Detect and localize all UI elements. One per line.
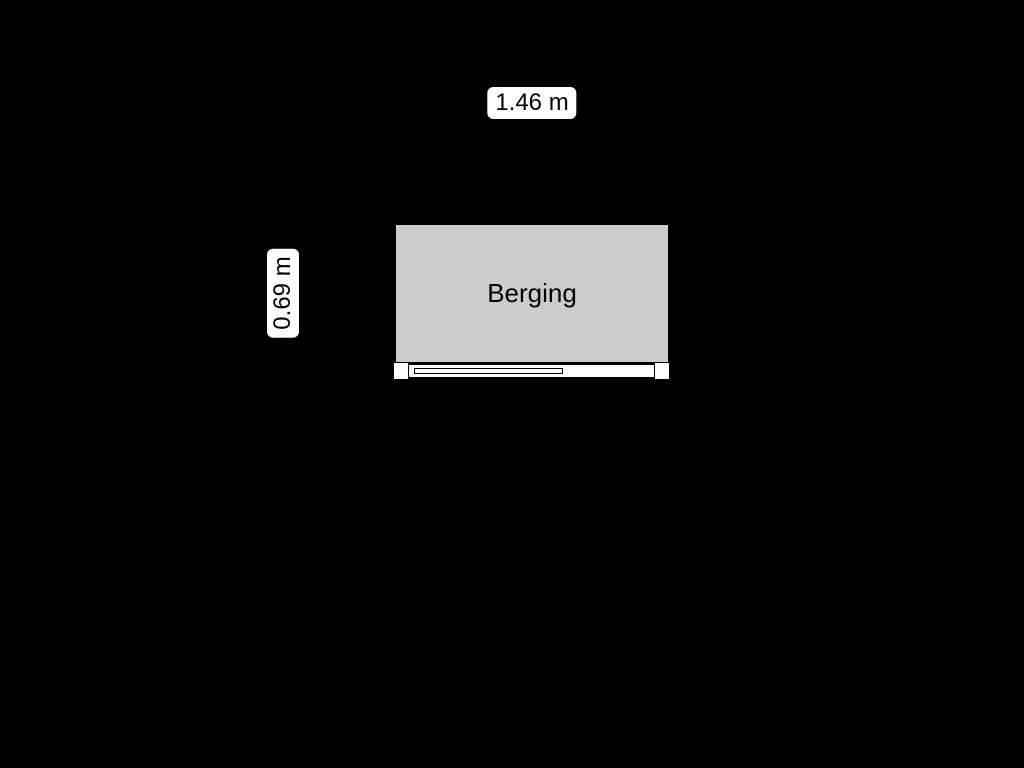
- room-berging: Berging: [393, 222, 671, 365]
- door-post-left: [393, 362, 409, 380]
- door-leaf: [414, 368, 563, 374]
- door-post-right: [654, 362, 670, 380]
- room-label: Berging: [487, 278, 577, 309]
- floorplan-canvas: Berging 1.46 m 0.69 m: [0, 0, 1024, 768]
- dimension-height-label: 0.69 m: [267, 248, 299, 337]
- dimension-width-label: 1.46 m: [487, 87, 576, 119]
